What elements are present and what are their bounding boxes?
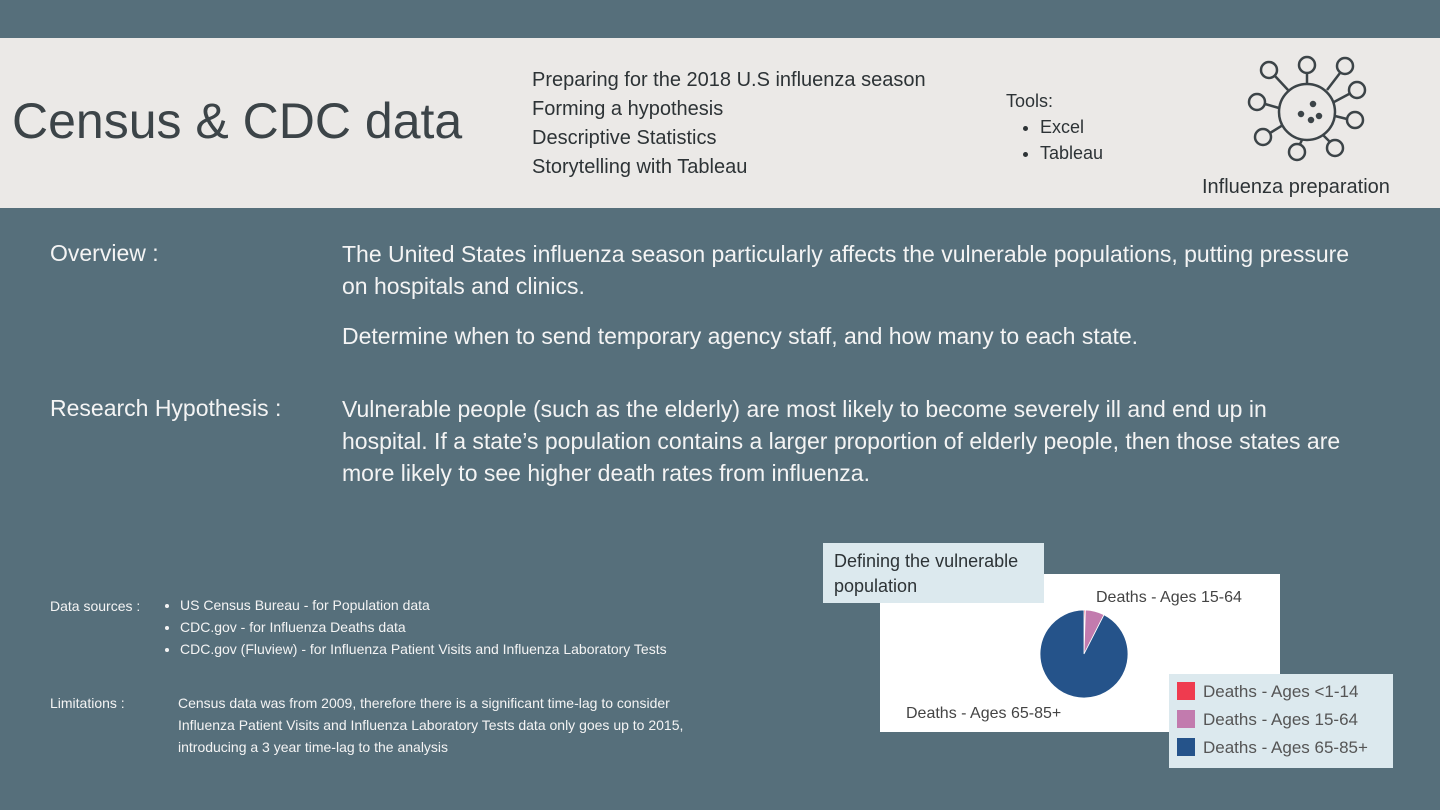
legend-item: Deaths - Ages 15-64 [1177, 710, 1358, 730]
tool: Excel [1040, 114, 1103, 140]
limitations-text: Census data was from 2009, therefore the… [178, 692, 683, 758]
tools-label: Tools: [1006, 91, 1054, 111]
legend-swatch [1177, 738, 1195, 756]
tools-list: Excel Tableau [1006, 114, 1103, 166]
hypothesis-text: Vulnerable people (such as the elderly) … [342, 396, 1341, 486]
chart-title: Defining the vulnerable population [823, 543, 1044, 603]
slice-label: Deaths - Ages 65-85+ [906, 705, 1061, 722]
header-band [0, 38, 1440, 208]
limitations-label: Limitations : [50, 695, 125, 711]
sources-label: Data sources : [50, 598, 141, 614]
pie-slice [1039, 609, 1129, 699]
sources-list: US Census Bureau - for Population data C… [160, 594, 667, 660]
paragraph: Determine when to send temporary agency … [342, 323, 1139, 349]
topic: Forming a hypothesis [532, 98, 724, 120]
limitation-line: Influenza Patient Visits and Influenza L… [178, 717, 684, 733]
source: CDC.gov - for Influenza Deaths data [180, 616, 667, 638]
hypothesis-label: Research Hypothesis : [50, 395, 282, 421]
legend-label: Deaths - Ages 15-64 [1203, 710, 1358, 729]
paragraph: The United States influenza season parti… [342, 241, 1350, 299]
topic: Descriptive Statistics [532, 127, 717, 149]
legend: Deaths - Ages <1-14 Deaths - Ages 15-64 De… [1169, 674, 1393, 768]
limitation-line: Census data was from 2009, therefore the… [178, 695, 670, 711]
sources-items: US Census Bureau - for Population data C… [160, 594, 667, 660]
pie-chart: Deaths - Ages 15-64 Deaths - Ages 65-85+ [906, 589, 1242, 722]
source: US Census Bureau - for Population data [180, 594, 667, 616]
limitation-line: introducing a 3 year time-lag to the ana… [178, 739, 449, 755]
legend-label: Deaths - Ages 65-85+ [1203, 738, 1368, 757]
virus-icon [1247, 55, 1367, 162]
topic: Preparing for the 2018 U.S influenza sea… [532, 69, 926, 91]
legend-item: Deaths - Ages <1-14 [1177, 682, 1358, 702]
legend-item: Deaths - Ages 65-85+ [1177, 738, 1368, 758]
slice-label: Deaths - Ages 15-64 [1096, 589, 1242, 606]
tools: Tools: Excel Tableau [1006, 88, 1103, 166]
legend-swatch [1177, 682, 1195, 700]
icon-label: Influenza preparation [1202, 176, 1390, 198]
overview-label: Overview : [50, 240, 159, 266]
topics: Preparing for the 2018 U.S influenza sea… [532, 66, 926, 182]
source: CDC.gov (Fluview) - for Influenza Patien… [180, 638, 667, 660]
legend-label: Deaths - Ages <1-14 [1203, 682, 1359, 701]
overview-text: The United States influenza season parti… [342, 238, 1352, 370]
slide-title: Census & CDC data [12, 93, 463, 149]
topic: Storytelling with Tableau [532, 156, 748, 178]
tool: Tableau [1040, 140, 1103, 166]
legend-swatch [1177, 710, 1195, 728]
